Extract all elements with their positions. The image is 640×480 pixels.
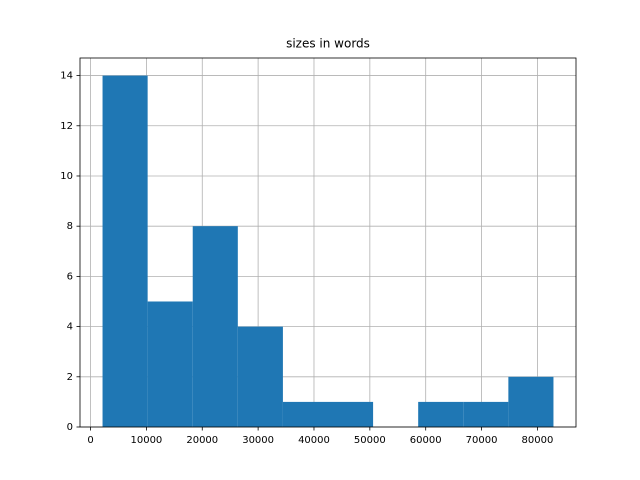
x-tick-label: 30000 [242, 435, 274, 446]
chart-title: sizes in words [286, 37, 370, 51]
bar [102, 75, 148, 428]
bar [147, 301, 193, 427]
x-tick-label: 20000 [186, 435, 218, 446]
bar [328, 401, 374, 427]
y-tick-label: 0 [67, 422, 73, 433]
x-tick-label: 50000 [354, 435, 386, 446]
y-tick-label: 2 [67, 372, 73, 383]
x-tick-label: 80000 [522, 435, 554, 446]
y-tick-label: 4 [67, 322, 73, 333]
bar [282, 401, 328, 427]
y-tick-label: 12 [60, 121, 73, 132]
y-tick-label: 8 [67, 221, 73, 232]
x-tick-label: 40000 [298, 435, 330, 446]
y-tick-label: 10 [60, 171, 73, 182]
x-tick-label: 60000 [410, 435, 442, 446]
bar [508, 376, 554, 427]
x-tick-label: 0 [87, 435, 93, 446]
x-tick-label: 10000 [130, 435, 162, 446]
y-tick-label: 6 [67, 271, 73, 282]
bar [463, 401, 509, 427]
bar [418, 401, 464, 427]
y-tick-label: 14 [60, 71, 73, 82]
bar [192, 226, 238, 427]
bar-layer [102, 75, 554, 428]
x-tick-label: 70000 [466, 435, 498, 446]
bar [237, 326, 283, 427]
axes-frame [79, 57, 577, 428]
